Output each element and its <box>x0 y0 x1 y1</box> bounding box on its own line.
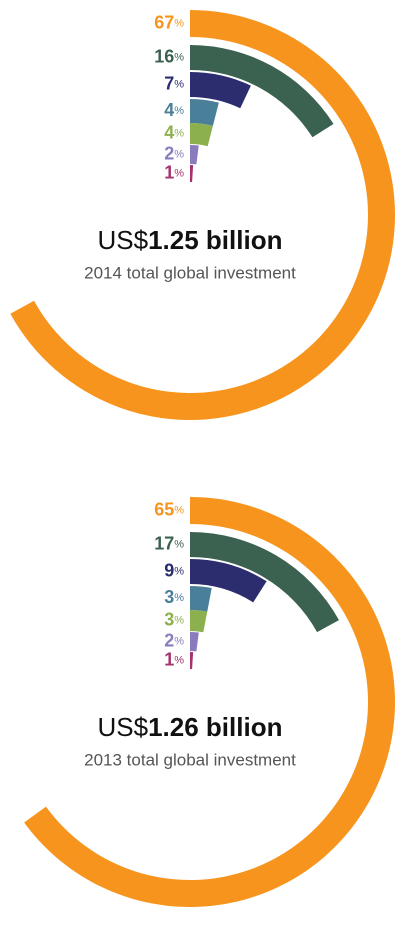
arc-bar <box>190 145 199 165</box>
value-unit: % <box>174 538 184 550</box>
value-number: 3 <box>164 587 174 607</box>
value-unit: % <box>174 105 184 117</box>
value-unit: % <box>174 51 184 63</box>
currency: US$ <box>98 225 149 255</box>
subtitle: 2013 total global investment <box>84 750 296 769</box>
currency: US$ <box>98 712 149 742</box>
subtitle: 2014 total global investment <box>84 263 296 282</box>
value-number: 65 <box>154 499 174 519</box>
value-number: 3 <box>164 609 174 629</box>
value-unit: % <box>174 127 184 139</box>
arc-bar <box>190 72 251 109</box>
total-label: US$1.26 billion <box>98 712 283 742</box>
value-number: 2 <box>164 630 174 650</box>
arc-bar <box>24 497 396 907</box>
arc-bar <box>190 165 194 183</box>
value-number: 17 <box>154 533 174 553</box>
value-unit: % <box>174 17 184 29</box>
value-number: 7 <box>164 73 174 93</box>
value-label: 3% <box>164 587 184 607</box>
arc-bar <box>190 632 199 652</box>
value-number: 9 <box>164 560 174 580</box>
arc-bar <box>190 652 194 670</box>
arc-bar <box>190 559 267 603</box>
arc-bar <box>190 610 208 633</box>
value-label: 16% <box>154 46 184 66</box>
value-label: 2% <box>164 630 184 650</box>
arc-bar <box>10 10 395 420</box>
value-unit: % <box>174 565 184 577</box>
value-number: 2 <box>164 143 174 163</box>
value-label: 9% <box>164 560 184 580</box>
value-number: 16 <box>154 46 174 66</box>
value-number: 67 <box>154 12 174 32</box>
value-unit: % <box>174 592 184 604</box>
arc-bar <box>190 123 213 147</box>
value-number: 1 <box>164 649 174 669</box>
value-label: 4% <box>164 100 184 120</box>
value-label: 1% <box>164 162 184 182</box>
value-label: 67% <box>154 12 184 32</box>
value-unit: % <box>174 504 184 516</box>
value-label: 17% <box>154 533 184 553</box>
total-label: US$1.25 billion <box>98 225 283 255</box>
value-label: 1% <box>164 649 184 669</box>
value-label: 65% <box>154 499 184 519</box>
total-amount: 1.26 billion <box>148 712 282 742</box>
total-amount: 1.25 billion <box>148 225 282 255</box>
value-unit: % <box>174 635 184 647</box>
arc-bar <box>190 532 339 633</box>
arc-bar <box>190 99 219 126</box>
arc-bar <box>190 45 334 138</box>
value-label: 3% <box>164 609 184 629</box>
value-label: 2% <box>164 143 184 163</box>
value-number: 4 <box>164 100 174 120</box>
value-unit: % <box>174 148 184 160</box>
value-unit: % <box>174 654 184 666</box>
value-unit: % <box>174 78 184 90</box>
value-number: 1 <box>164 162 174 182</box>
value-number: 4 <box>164 122 174 142</box>
value-unit: % <box>174 614 184 626</box>
value-label: 4% <box>164 122 184 142</box>
value-unit: % <box>174 167 184 179</box>
value-label: 7% <box>164 73 184 93</box>
arc-bar <box>190 585 212 612</box>
